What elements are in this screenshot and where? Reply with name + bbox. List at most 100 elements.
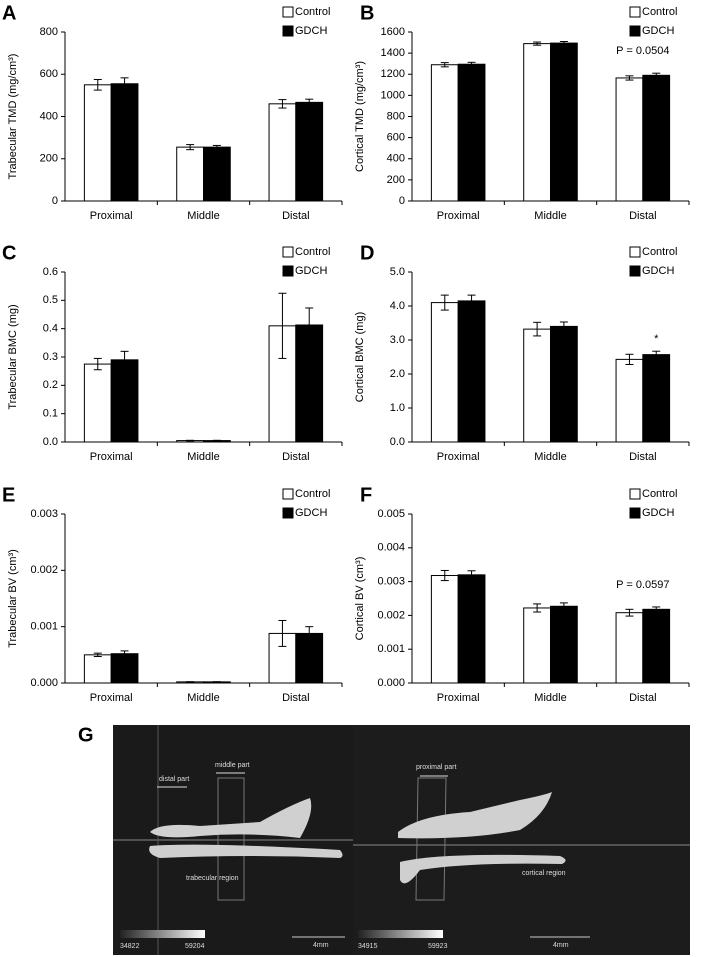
x-tick-label: Distal [629, 692, 657, 704]
x-tick-label: Proximal [90, 451, 133, 463]
x-tick-label: Distal [629, 210, 657, 222]
chart-panel: F Cortical BV (cm³) 0.000 0.001 0.002 0.003 0.… [354, 484, 690, 704]
y-tick-label: 0.003 [30, 508, 58, 520]
chart-panel: B Cortical TMD (mg/cm³) 0 200 400 600 800 1000 1… [354, 2, 690, 222]
panel-letter: C [2, 242, 16, 264]
y-tick-label: 0.1 [43, 408, 58, 420]
bar [615, 77, 644, 202]
bar [110, 653, 139, 684]
bar [295, 632, 324, 684]
panel-letter: B [360, 2, 374, 24]
y-tick-label: 1400 [381, 47, 405, 59]
y-tick-label: 5.0 [390, 266, 405, 278]
x-tick-label: Middle [187, 210, 219, 222]
bar [457, 300, 486, 443]
y-tick-label: 400 [40, 110, 58, 122]
color-scale [120, 930, 205, 938]
color-scale [358, 930, 443, 938]
legend-label: GDCH [642, 507, 674, 519]
legend-label: GDCH [642, 265, 674, 277]
y-tick-label: 2.0 [390, 368, 405, 380]
y-tick-label: 0.002 [30, 564, 58, 576]
annotation: P = 0.0504 [616, 45, 669, 57]
bar [615, 358, 644, 443]
annotation: * [654, 333, 659, 345]
x-tick-label: Middle [187, 451, 219, 463]
y-tick-label: 200 [40, 153, 58, 165]
y-tick-label: 1600 [381, 26, 405, 38]
legend-swatch [282, 507, 294, 519]
legend-swatch [282, 265, 294, 277]
y-tick-label: 0.2 [43, 379, 58, 391]
legend-label: GDCH [642, 25, 674, 37]
legend-swatch [629, 6, 641, 18]
bar [268, 103, 297, 202]
region-box [217, 777, 245, 901]
bar [110, 83, 139, 202]
y-tick-label: 0.000 [30, 677, 58, 689]
y-axis-label: Cortical BV (cm³) [354, 557, 366, 641]
bar [430, 575, 459, 684]
bar [523, 43, 551, 202]
y-tick-label: 600 [40, 68, 58, 80]
chart-panel: D Cortical BMC (mg) 0.0 1.0 2.0 3.0 4.0 5.0 Prox… [354, 242, 690, 463]
bar [550, 42, 578, 202]
legend-label: Control [642, 6, 677, 18]
x-tick-label: Middle [534, 451, 566, 463]
scale-label: 59923 [428, 943, 448, 950]
y-tick-label: 0.005 [377, 508, 405, 520]
y-tick-label: 0.6 [43, 266, 58, 278]
bar [83, 654, 112, 684]
legend-swatch [629, 246, 641, 258]
y-tick-label: 3.0 [390, 334, 405, 346]
y-axis-label: Cortical BMC (mg) [354, 312, 366, 402]
legend-swatch [629, 507, 641, 519]
y-tick-label: 400 [387, 153, 405, 165]
y-tick-label: 0.4 [43, 323, 58, 335]
y-tick-label: 0.004 [377, 542, 405, 554]
image-label: trabecular region [186, 875, 239, 882]
bone-lower [400, 854, 566, 884]
panel-letter: F [360, 484, 372, 506]
bar [430, 64, 459, 202]
legend-swatch [629, 265, 641, 277]
legend-label: GDCH [295, 25, 327, 37]
bar [176, 146, 204, 202]
y-tick-label: 200 [387, 174, 405, 186]
legend-swatch [282, 246, 294, 258]
legend-label: Control [295, 488, 330, 500]
legend-swatch [282, 6, 294, 18]
chart-panel: A Trabecular TMD (mg/cm³) 0 200 400 600 800 Pro… [2, 2, 343, 222]
legend-label: Control [642, 488, 677, 500]
y-axis-label: Trabecular TMD (mg/cm³) [7, 54, 19, 180]
y-tick-label: 0 [399, 195, 405, 207]
bar [457, 574, 486, 684]
bar [295, 101, 324, 202]
bar [642, 74, 671, 202]
panel-letter: E [2, 484, 15, 506]
y-tick-label: 600 [387, 132, 405, 144]
bar [523, 328, 551, 443]
y-axis-label: Trabecular BV (cm³) [7, 549, 19, 648]
y-tick-label: 1200 [381, 68, 405, 80]
legend-label: Control [295, 6, 330, 18]
legend-label: GDCH [295, 265, 327, 277]
x-tick-label: Proximal [90, 210, 133, 222]
y-tick-label: 0.001 [377, 643, 405, 655]
bar [642, 608, 671, 684]
y-tick-label: 800 [40, 26, 58, 38]
y-tick-label: 0.0 [43, 436, 58, 448]
panel-letter: A [2, 2, 16, 24]
x-tick-label: Distal [282, 692, 310, 704]
image-panel: G distal part middle part trabecular reg… [78, 724, 690, 955]
bar [523, 607, 551, 684]
scale-label: 59204 [185, 943, 205, 950]
bar [430, 302, 459, 443]
legend-swatch [629, 488, 641, 500]
x-tick-label: Distal [282, 451, 310, 463]
bar [83, 363, 112, 443]
legend-swatch [282, 25, 294, 37]
y-tick-label: 0.003 [377, 576, 405, 588]
y-tick-label: 0.5 [43, 294, 58, 306]
y-tick-label: 1000 [381, 89, 405, 101]
